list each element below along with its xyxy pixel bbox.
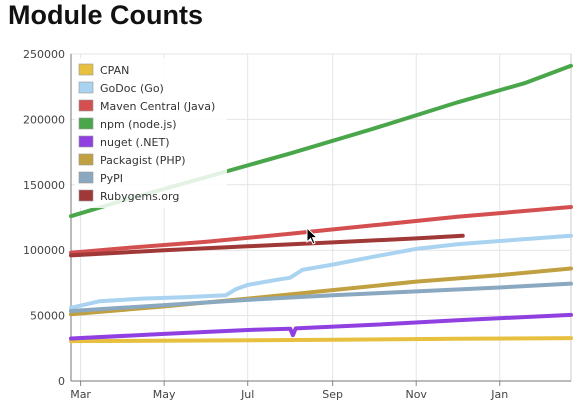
y-tick-label: 0 [58,375,65,388]
x-tick-label: Nov [405,388,427,401]
legend-label-maven: Maven Central (Java) [100,100,215,113]
page-title: Module Counts [8,0,203,30]
y-tick-label: 150000 [23,179,65,192]
y-tick-label: 50000 [30,310,65,323]
series-line-godoc [69,233,573,310]
y-tick-label: 100000 [23,244,65,257]
legend-label-godoc: GoDoc (Go) [100,82,164,95]
y-tick-label: 250000 [23,48,65,61]
chart-axes: 0 50000 100000 150000 200000 250000 Mar May Jul S… [23,48,571,401]
legend-swatch-packagist [78,153,94,166]
legend-label-cpan: CPAN [100,64,129,77]
legend-label-npm: npm (node.js) [100,118,176,131]
legend-label-rubygems: Rubygems.org [100,190,179,203]
legend-box [75,58,227,208]
legend-swatch-pypi [78,171,94,184]
x-tick-label: Sep [322,388,343,401]
legend-label-pypi: PyPI [100,172,123,185]
series-line-pypi [69,281,573,313]
legend-swatch-rubygems [78,189,94,202]
series-line-cpan [69,336,573,344]
x-tick-label: Jan [490,388,508,401]
legend-swatch-nuget [78,135,94,148]
series-line-nuget [69,312,573,341]
x-tick-label: Mar [70,388,91,401]
series-line-maven [69,205,573,255]
legend-label-nuget: nuget (.NET) [100,136,169,149]
legend-swatch-maven [78,99,94,112]
x-tick-label: Jul [240,388,254,401]
legend-swatch-npm [78,117,94,130]
x-tick-label: May [153,388,176,401]
series-line-rubygems [69,233,465,258]
legend-swatch-cpan [78,63,94,76]
mouse-pointer-icon [306,227,318,245]
legend-label-packagist: Packagist (PHP) [100,154,186,167]
chart-legend: CPAN GoDoc (Go) Maven Central (Java) npm (n… [75,58,227,208]
y-tick-label: 200000 [23,113,65,126]
legend-swatch-godoc [78,81,94,94]
